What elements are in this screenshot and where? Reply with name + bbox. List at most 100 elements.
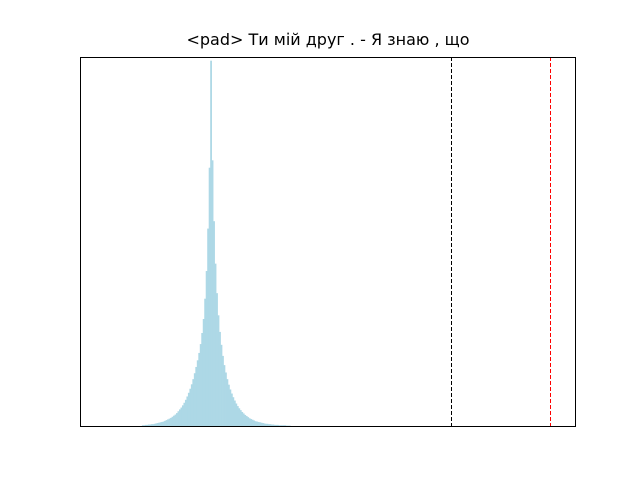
histogram-bar (219, 331, 221, 426)
histogram-bar (254, 421, 257, 426)
histogram-bar (190, 384, 193, 426)
histogram-bar (155, 423, 158, 426)
histogram-bars (141, 60, 291, 426)
histogram-bar (282, 425, 285, 426)
histogram-bar (181, 405, 184, 426)
histogram-bar (174, 414, 177, 426)
histogram-bar (153, 423, 156, 426)
histogram-bar (257, 421, 260, 426)
histogram-bar (232, 397, 235, 426)
histogram-bar (193, 373, 196, 426)
histogram-bar (184, 399, 187, 426)
histogram-bar (201, 333, 204, 426)
histogram-bar (187, 392, 190, 426)
histogram-bar (279, 425, 282, 426)
histogram-bar (281, 425, 284, 426)
histogram-bar (233, 400, 236, 426)
chart-title: <pad> Ти мій друг . - Я знаю , що (186, 30, 470, 49)
histogram-bar (262, 423, 264, 426)
histogram-bar (245, 416, 248, 426)
histogram-bar (198, 352, 201, 426)
histogram-bar (265, 423, 267, 426)
histogram-bar (196, 360, 199, 426)
histogram-bar (241, 411, 244, 426)
histogram-bar (177, 411, 180, 426)
histogram-bar (162, 421, 165, 426)
histogram-bar (164, 420, 166, 426)
histogram-bar (165, 420, 168, 426)
histogram-bar (275, 424, 278, 426)
histogram-bar (180, 407, 183, 426)
histogram-bar (199, 344, 202, 426)
histogram-bar (152, 424, 155, 426)
histogram-bar (239, 410, 242, 426)
histogram-bar (251, 419, 254, 426)
histogram-bar (229, 389, 232, 426)
histogram-bar (271, 424, 273, 426)
histogram-bar (214, 263, 217, 426)
histogram-bar (141, 425, 144, 426)
histogram-bar (248, 418, 251, 426)
histogram-bar (161, 421, 163, 426)
histogram-bar (236, 406, 239, 426)
histogram-bar (277, 424, 279, 426)
histogram-bar (217, 315, 220, 426)
histogram-bar (259, 422, 261, 426)
histogram-bar (159, 422, 162, 426)
histogram-bar (260, 422, 263, 426)
histogram-bar (253, 420, 256, 426)
histogram-bar (210, 60, 212, 426)
histogram-bar (272, 424, 275, 426)
histogram-bar (244, 414, 247, 426)
histogram-bar (150, 424, 153, 426)
histogram-bar (146, 424, 149, 426)
histogram-bar (173, 415, 175, 426)
histogram-bar (143, 425, 146, 426)
histogram-bar (226, 379, 229, 426)
histogram-bar (268, 424, 270, 426)
histogram-bar (269, 424, 272, 426)
histogram-bar (204, 298, 207, 426)
histogram-bar (256, 421, 259, 426)
histogram-bar (176, 413, 178, 426)
histogram-bar (250, 418, 253, 426)
histogram-bar (263, 423, 266, 426)
histogram-bar (230, 393, 233, 426)
histogram-bar (211, 160, 214, 426)
histogram-bar (274, 424, 276, 426)
histogram-bar (228, 384, 230, 426)
histogram-bar (192, 379, 195, 426)
histogram-bar (238, 408, 241, 426)
histogram-bar (222, 355, 224, 426)
plot-frame (80, 57, 576, 427)
histogram-bar (278, 425, 281, 426)
histogram-bar (189, 388, 192, 426)
histogram-bar (167, 419, 169, 426)
histogram-bar (147, 424, 150, 426)
histogram-bar (205, 271, 208, 426)
histogram-bar (216, 293, 218, 426)
histogram-bar (242, 413, 245, 426)
histogram-bar (195, 366, 198, 426)
histogram-bar (225, 372, 227, 426)
histogram-bar (156, 423, 159, 426)
histogram-bar (213, 221, 215, 426)
histogram-bar (207, 228, 209, 426)
histogram-bar (220, 344, 223, 426)
histogram-bar (202, 318, 205, 426)
histogram-bar (186, 396, 189, 426)
histogram-bar (266, 423, 269, 426)
histogram-bar (235, 403, 238, 426)
histogram-bar (158, 422, 160, 426)
histogram-bar (144, 424, 147, 426)
histogram-bar (170, 417, 172, 426)
histogram-bar (168, 418, 171, 426)
histogram-bar (223, 365, 226, 426)
histogram-bar (171, 416, 174, 426)
histogram-bar (284, 425, 287, 426)
histogram-bar (247, 417, 250, 426)
histogram-bar (149, 424, 152, 426)
histogram-bar (179, 409, 181, 426)
histogram-bar (183, 402, 186, 426)
